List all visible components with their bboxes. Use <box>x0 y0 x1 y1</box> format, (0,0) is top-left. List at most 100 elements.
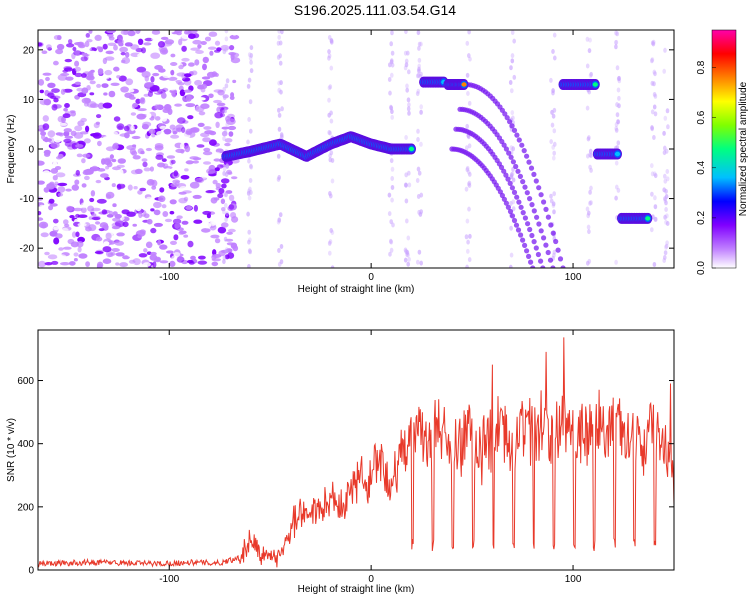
noise-blob <box>157 41 166 48</box>
streak-blob <box>387 192 392 198</box>
streak-blob <box>416 128 420 134</box>
streak-blob <box>664 219 668 225</box>
noise-blob <box>232 245 239 252</box>
noise-blob <box>101 209 108 215</box>
noise-blob <box>146 218 153 225</box>
noise-blob <box>43 187 50 193</box>
noise-blob <box>63 67 73 72</box>
streak-blob <box>224 217 228 222</box>
noise-blob <box>74 72 83 78</box>
noise-blob <box>172 130 178 135</box>
streak-blob <box>509 264 513 268</box>
arc-blob <box>505 176 511 182</box>
streak-blob <box>509 252 514 258</box>
noise-blob <box>185 205 193 210</box>
noise-blob <box>137 108 147 112</box>
streak-blob <box>390 185 395 190</box>
arc-blob <box>504 115 510 121</box>
streak-blob <box>249 128 253 134</box>
streak-blob <box>390 50 395 56</box>
arc-blob <box>513 163 519 170</box>
streak-blob <box>662 130 666 136</box>
streak-blob <box>416 72 421 78</box>
streak-blob <box>650 227 654 233</box>
noise-blob <box>159 125 167 130</box>
noise-blob <box>228 131 234 137</box>
arc-blob <box>518 232 524 238</box>
noise-blob <box>221 126 229 130</box>
streak-blob <box>415 91 420 97</box>
noise-blob <box>90 87 98 92</box>
noise-blob <box>185 94 192 102</box>
noise-blob <box>85 33 91 38</box>
noise-blob <box>152 261 157 268</box>
noise-blob <box>220 44 230 51</box>
noise-blob <box>68 39 73 44</box>
streak-blob <box>511 177 516 183</box>
noise-blob <box>92 264 97 268</box>
arc-blob <box>509 185 515 191</box>
noise-blob <box>195 50 204 54</box>
spectrogram-x-tick-label: 100 <box>565 272 582 283</box>
noise-blob <box>138 253 148 258</box>
noise-blob <box>61 116 66 123</box>
streak-blob <box>585 63 590 69</box>
noise-blob <box>105 232 112 240</box>
streak-blob <box>224 36 229 42</box>
streak-blob <box>587 229 591 235</box>
streak-blob <box>406 106 411 112</box>
arc-blob <box>503 172 509 178</box>
noise-blob <box>200 71 207 76</box>
noise-blob <box>107 42 117 46</box>
noise-blob <box>183 89 192 93</box>
noise-blob <box>113 44 118 51</box>
noise-blob <box>180 142 185 150</box>
noise-blob <box>192 157 202 161</box>
noise-blob <box>86 47 92 51</box>
streak-blob <box>589 185 593 191</box>
noise-blob <box>228 204 235 210</box>
noise-blob <box>153 201 162 209</box>
noise-blob <box>189 181 200 189</box>
streak-blob <box>279 80 283 86</box>
streak-blob <box>223 129 228 135</box>
arc-blob <box>516 199 522 205</box>
streak-blob <box>652 171 657 177</box>
noise-blob <box>42 72 52 76</box>
streak-blob <box>586 260 590 266</box>
streak-blob <box>248 237 252 243</box>
streak-blob <box>467 143 472 149</box>
snr-background <box>38 330 674 570</box>
arc-blob <box>507 180 513 186</box>
arc-blob <box>520 210 526 216</box>
spectrogram-y-tick-label: -20 <box>20 244 35 255</box>
noise-blob <box>143 42 152 46</box>
noise-blob <box>153 209 161 216</box>
streak-blob <box>652 69 657 75</box>
noise-blob <box>173 234 179 241</box>
streak-blob <box>467 206 471 212</box>
noise-blob <box>202 63 207 71</box>
streak-blob <box>389 219 394 225</box>
streak-blob <box>614 44 618 50</box>
arc-blob <box>540 265 546 268</box>
streak-blob <box>417 57 422 63</box>
noise-blob <box>150 76 155 83</box>
streak-blob <box>615 102 619 108</box>
streak-blob <box>663 214 667 220</box>
noise-blob <box>194 79 203 86</box>
noise-blob <box>90 190 96 197</box>
noise-blob <box>87 70 94 78</box>
noise-blob <box>192 160 199 164</box>
noise-blob <box>89 197 95 203</box>
noise-blob <box>141 123 149 130</box>
noise-blob <box>111 248 120 252</box>
arc-blob <box>547 257 554 263</box>
streak-blob <box>279 259 284 265</box>
noise-blob <box>188 33 196 39</box>
streak-blob <box>388 251 392 257</box>
noise-blob <box>96 83 102 88</box>
snr-ticks: -100 0 100 0 200 400 600 <box>17 330 674 585</box>
noise-blob <box>143 213 150 219</box>
noise-blob <box>158 177 167 183</box>
